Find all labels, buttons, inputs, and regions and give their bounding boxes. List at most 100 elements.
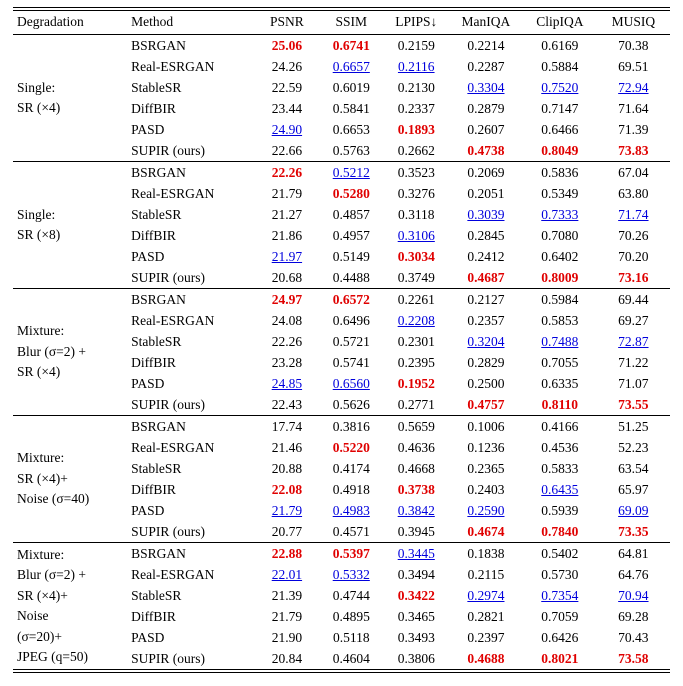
value-cell: 21.97 <box>271 248 303 264</box>
table-row: Real-ESRGAN 24.08 0.6496 0.2208 0.2357 0.5853… <box>13 310 670 331</box>
value-cell: 0.7059 <box>541 608 579 624</box>
value-cell: 0.5836 <box>522 161 597 183</box>
value-cell: 0.3204 <box>467 333 505 349</box>
value-cell: 0.3118 <box>397 206 435 222</box>
header-method: Method <box>131 14 174 29</box>
value-cell: 22.59 <box>271 79 303 95</box>
value-cell: 0.4744 <box>332 587 370 603</box>
value-cell: 24.26 <box>271 58 303 74</box>
value-cell: 21.90 <box>271 629 303 645</box>
degradation-line: Blur (σ=2) + <box>17 567 86 582</box>
value-cell: 0.2829 <box>467 354 505 370</box>
header-maniqa: ManIQA <box>461 14 511 29</box>
value-cell: 51.25 <box>596 415 670 437</box>
degradation-line: Mixture: <box>17 450 65 466</box>
degradation-line: Noise (σ=40) <box>17 491 90 507</box>
value-cell: 20.77 <box>271 523 303 539</box>
results-table: Degradation Method PSNR SSIM LPIPS↓ ManI… <box>13 7 670 673</box>
value-cell: 0.2412 <box>467 248 505 264</box>
degradation-cell: Single: SR (×8) <box>13 161 128 289</box>
value-cell: 70.20 <box>618 248 649 264</box>
value-cell: 0.5984 <box>522 288 597 310</box>
value-cell: 0.7147 <box>541 100 579 116</box>
value-cell: 0.2337 <box>397 100 435 116</box>
value-cell: 70.38 <box>596 34 670 56</box>
header-ssim: SSIM <box>335 14 368 29</box>
header-clipiqa: ClipIQA <box>536 14 584 29</box>
value-cell: 0.3738 <box>397 481 435 497</box>
header-psnr: PSNR <box>270 14 304 29</box>
value-cell: 0.2069 <box>448 161 523 183</box>
method-cell: SUPIR (ours) <box>131 142 206 158</box>
value-cell: 0.3945 <box>397 523 435 539</box>
value-cell: 0.4674 <box>467 523 505 539</box>
value-cell: 0.5220 <box>332 439 370 455</box>
value-cell: 22.26 <box>254 161 319 183</box>
value-cell: 71.64 <box>618 100 649 116</box>
table-row: PASD 21.90 0.5118 0.3493 0.2397 0.6426 70.43 <box>13 627 670 648</box>
value-cell: 0.3106 <box>397 227 435 243</box>
method-cell: DiffBIR <box>131 100 176 116</box>
method-cell: BSRGAN <box>127 34 255 56</box>
degradation-line: SR (×4)+ <box>17 470 68 486</box>
method-cell: BSRGAN <box>127 161 255 183</box>
value-cell: 0.8049 <box>541 142 579 158</box>
degradation-line: Blur (σ=2) + <box>17 343 86 359</box>
table-row: PASD 21.79 0.4983 0.3842 0.2590 0.5939 69.09 <box>13 500 670 521</box>
value-cell: 0.2662 <box>397 142 435 158</box>
degradation-line: (σ=20)+ <box>17 628 62 644</box>
value-cell: 0.2130 <box>397 79 435 95</box>
degradation-line: SR (×4) <box>17 364 61 380</box>
value-cell: 23.44 <box>271 100 303 116</box>
table-row: StableSR 22.26 0.5721 0.2301 0.3204 0.7488 72.… <box>13 331 670 352</box>
value-cell: 0.2357 <box>467 312 505 328</box>
value-cell: 0.5763 <box>332 142 370 158</box>
value-cell: 0.4174 <box>332 460 370 476</box>
table-row: Single: SR (×8) BSRGAN 22.26 0.5212 0.3523 0.2… <box>13 161 670 289</box>
method-cell: DiffBIR <box>131 608 176 624</box>
table-row: SUPIR (ours) 22.43 0.5626 0.2771 0.4757 0.811… <box>13 394 670 416</box>
table-row: SUPIR (ours) 20.77 0.4571 0.3945 0.4674 0.784… <box>13 521 670 543</box>
value-cell: 0.1838 <box>448 542 523 564</box>
method-cell: StableSR <box>131 206 182 222</box>
value-cell: 64.81 <box>596 542 670 564</box>
value-cell: 69.27 <box>618 312 649 328</box>
method-cell: PASD <box>131 121 165 137</box>
header-degradation: Degradation <box>17 14 84 29</box>
method-cell: PASD <box>131 375 165 391</box>
method-cell: DiffBIR <box>131 481 176 497</box>
value-cell: 20.88 <box>271 460 303 476</box>
method-cell: PASD <box>131 502 165 518</box>
method-cell: SUPIR (ours) <box>131 523 206 539</box>
value-cell: 22.43 <box>271 396 303 412</box>
value-cell: 71.07 <box>618 375 649 391</box>
value-cell: 22.01 <box>271 566 303 582</box>
value-cell: 0.2287 <box>467 58 505 74</box>
value-cell: 0.5884 <box>541 58 579 74</box>
table-row: DiffBIR 23.44 0.5841 0.2337 0.2879 0.7147 71.6… <box>13 98 670 119</box>
value-cell: 0.4857 <box>332 206 370 222</box>
method-cell: SUPIR (ours) <box>131 396 206 412</box>
value-cell: 0.5730 <box>541 566 579 582</box>
table-row: Real-ESRGAN 22.01 0.5332 0.3494 0.2115 0.5730… <box>13 564 670 585</box>
table-row: SUPIR (ours) 22.66 0.5763 0.2662 0.4738 0.804… <box>13 140 670 162</box>
value-cell: 70.43 <box>618 629 649 645</box>
value-cell: 0.2974 <box>467 587 505 603</box>
value-cell: 0.2397 <box>467 629 505 645</box>
value-cell: 0.2159 <box>383 34 449 56</box>
value-cell: 0.3034 <box>397 248 435 264</box>
value-cell: 0.4983 <box>332 502 370 518</box>
value-cell: 0.3422 <box>397 587 435 603</box>
degradation-line: SR (×4)+ <box>17 587 68 603</box>
value-cell: 22.08 <box>271 481 303 497</box>
degradation-cell: Mixture: SR (×4)+ Noise (σ=40) <box>13 415 128 543</box>
value-cell: 0.1236 <box>467 439 505 455</box>
degradation-line: Single: <box>17 79 56 95</box>
method-cell: Real-ESRGAN <box>131 312 215 328</box>
value-cell: 0.2301 <box>397 333 435 349</box>
table-row: PASD 24.85 0.6560 0.1952 0.2500 0.6335 71.07 <box>13 373 670 394</box>
value-cell: 0.6335 <box>541 375 579 391</box>
value-cell: 0.4757 <box>467 396 505 412</box>
value-cell: 0.8009 <box>541 269 579 285</box>
value-cell: 63.54 <box>618 460 649 476</box>
